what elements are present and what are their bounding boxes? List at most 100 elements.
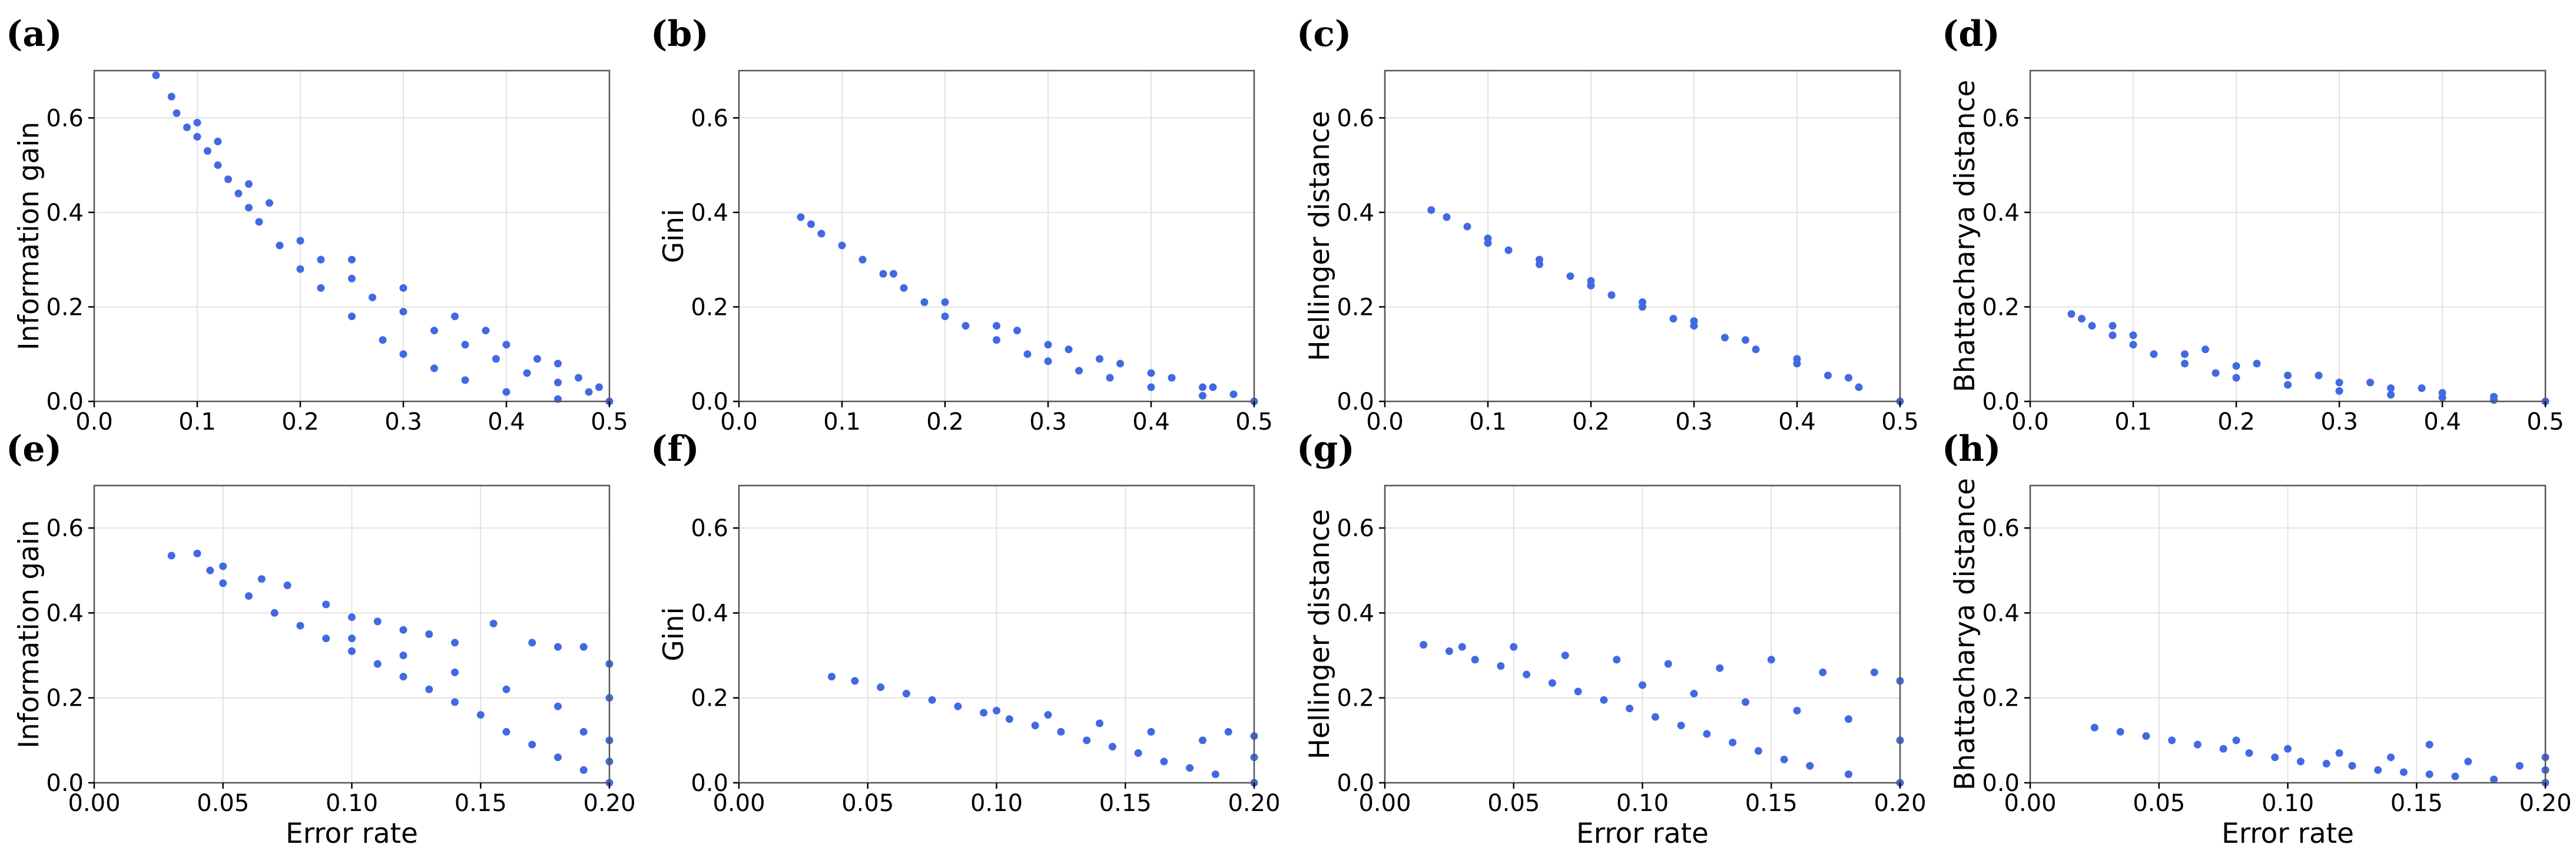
y-tick-label: 0.0	[1982, 770, 2020, 797]
data-point	[1639, 298, 1646, 306]
data-point	[554, 378, 562, 387]
panel-label: (h)	[1942, 428, 2001, 470]
data-point	[255, 218, 263, 226]
x-tick-label: 0.1	[823, 408, 861, 436]
data-point	[348, 613, 356, 622]
data-point	[1023, 350, 1032, 358]
data-point	[193, 132, 201, 141]
data-point	[348, 312, 356, 320]
y-tick-label: 0.0	[46, 770, 84, 797]
data-point	[1523, 670, 1531, 679]
data-point	[1229, 390, 1238, 398]
data-point	[451, 312, 459, 320]
x-tick-label: 0.05	[1487, 790, 1540, 817]
data-point	[348, 647, 356, 655]
y-tick-label: 0.0	[691, 770, 728, 797]
y-tick-label: 0.6	[691, 515, 728, 542]
data-point	[1116, 360, 1124, 368]
data-point	[980, 709, 988, 717]
panel-d: 0.0 0.1 0.2 0.3 0.4 0.5 0.0 0.2 0.4 0.6Bhattachar…	[1942, 14, 2564, 436]
data-point	[425, 685, 433, 693]
data-point	[1845, 374, 1852, 382]
panel-h: 0.00 0.05 0.10 0.15 0.20 0.0 0.2 0.4 0.6Bhattach…	[1942, 428, 2572, 850]
data-point	[399, 350, 407, 358]
plot-frame	[1384, 69, 1901, 403]
y-tick-label: 0.4	[691, 600, 728, 627]
data-point	[2253, 360, 2261, 368]
data-point	[2150, 350, 2158, 358]
data-point	[1729, 738, 1737, 746]
panel-label: (e)	[6, 428, 62, 470]
data-point	[920, 298, 929, 306]
data-point	[2284, 381, 2292, 389]
x-tick-label: 0.05	[2133, 790, 2185, 817]
data-point	[1147, 369, 1155, 377]
data-point	[317, 284, 325, 292]
data-point	[173, 109, 181, 117]
data-point	[276, 241, 284, 250]
data-point	[1458, 643, 1466, 651]
panel-g: 0.00 0.05 0.10 0.15 0.20 0.0 0.2 0.4 0.6Hellinge…	[1297, 428, 1927, 850]
data-point	[2284, 745, 2292, 753]
data-point	[2348, 762, 2356, 770]
data-point	[1677, 722, 1685, 730]
x-tick-label: 0.00	[68, 790, 120, 817]
data-point	[2425, 740, 2434, 749]
y-axis-title: Hellinger distance	[1304, 111, 1336, 361]
data-point	[2515, 762, 2524, 770]
data-point	[2232, 374, 2240, 382]
x-tick-label: 0.2	[1572, 408, 1610, 436]
data-point	[838, 241, 846, 250]
data-point	[322, 634, 330, 643]
y-tick-label: 0.4	[46, 200, 84, 227]
data-point	[993, 322, 1000, 330]
data-point	[575, 374, 582, 382]
x-tick-label: 0.3	[384, 408, 422, 436]
data-point	[1806, 762, 1814, 770]
data-point	[1574, 687, 1582, 696]
data-point	[219, 562, 227, 570]
x-tick-label: 0.0	[720, 408, 758, 436]
data-point	[579, 766, 588, 774]
data-point	[1742, 336, 1749, 344]
data-point	[461, 341, 469, 349]
data-point	[489, 619, 498, 627]
data-point	[954, 702, 962, 710]
x-tick-label: 0.4	[488, 408, 525, 436]
x-tick-label: 0.0	[2011, 408, 2049, 436]
data-point	[2116, 727, 2124, 736]
data-point	[2438, 389, 2446, 397]
data-point	[523, 369, 531, 377]
y-axis-title: Information gain	[13, 122, 45, 350]
panel-label: (g)	[1297, 428, 1355, 470]
y-tick-label: 0.2	[1982, 685, 2020, 712]
data-point	[461, 376, 469, 384]
x-tick-label: 0.0	[75, 408, 113, 436]
data-point	[1845, 715, 1852, 723]
data-point	[2464, 757, 2472, 766]
x-tick-label: 0.4	[1778, 408, 1816, 436]
data-point	[993, 336, 1000, 344]
data-point	[1703, 730, 1711, 738]
x-tick-label: 0.10	[1616, 790, 1669, 817]
data-point	[1870, 668, 1878, 676]
data-point	[379, 336, 387, 344]
x-tick-label: 0.20	[1228, 790, 1280, 817]
data-point	[2181, 350, 2189, 358]
x-tick-label: 0.00	[712, 790, 765, 817]
data-point	[2399, 768, 2408, 776]
data-point	[1420, 641, 1428, 649]
x-axis-title: Error rate	[286, 818, 418, 850]
data-point	[183, 123, 191, 131]
data-point	[348, 274, 356, 283]
y-tick-label: 0.4	[691, 200, 728, 227]
x-tick-label: 0.1	[1469, 408, 1507, 436]
data-point	[502, 388, 510, 396]
data-point	[1211, 770, 1219, 779]
data-point	[266, 199, 273, 207]
data-point	[2387, 391, 2395, 399]
data-point	[1160, 757, 1168, 766]
data-point	[579, 643, 588, 651]
x-tick-label: 0.5	[2527, 408, 2564, 436]
data-point	[1224, 727, 1232, 736]
